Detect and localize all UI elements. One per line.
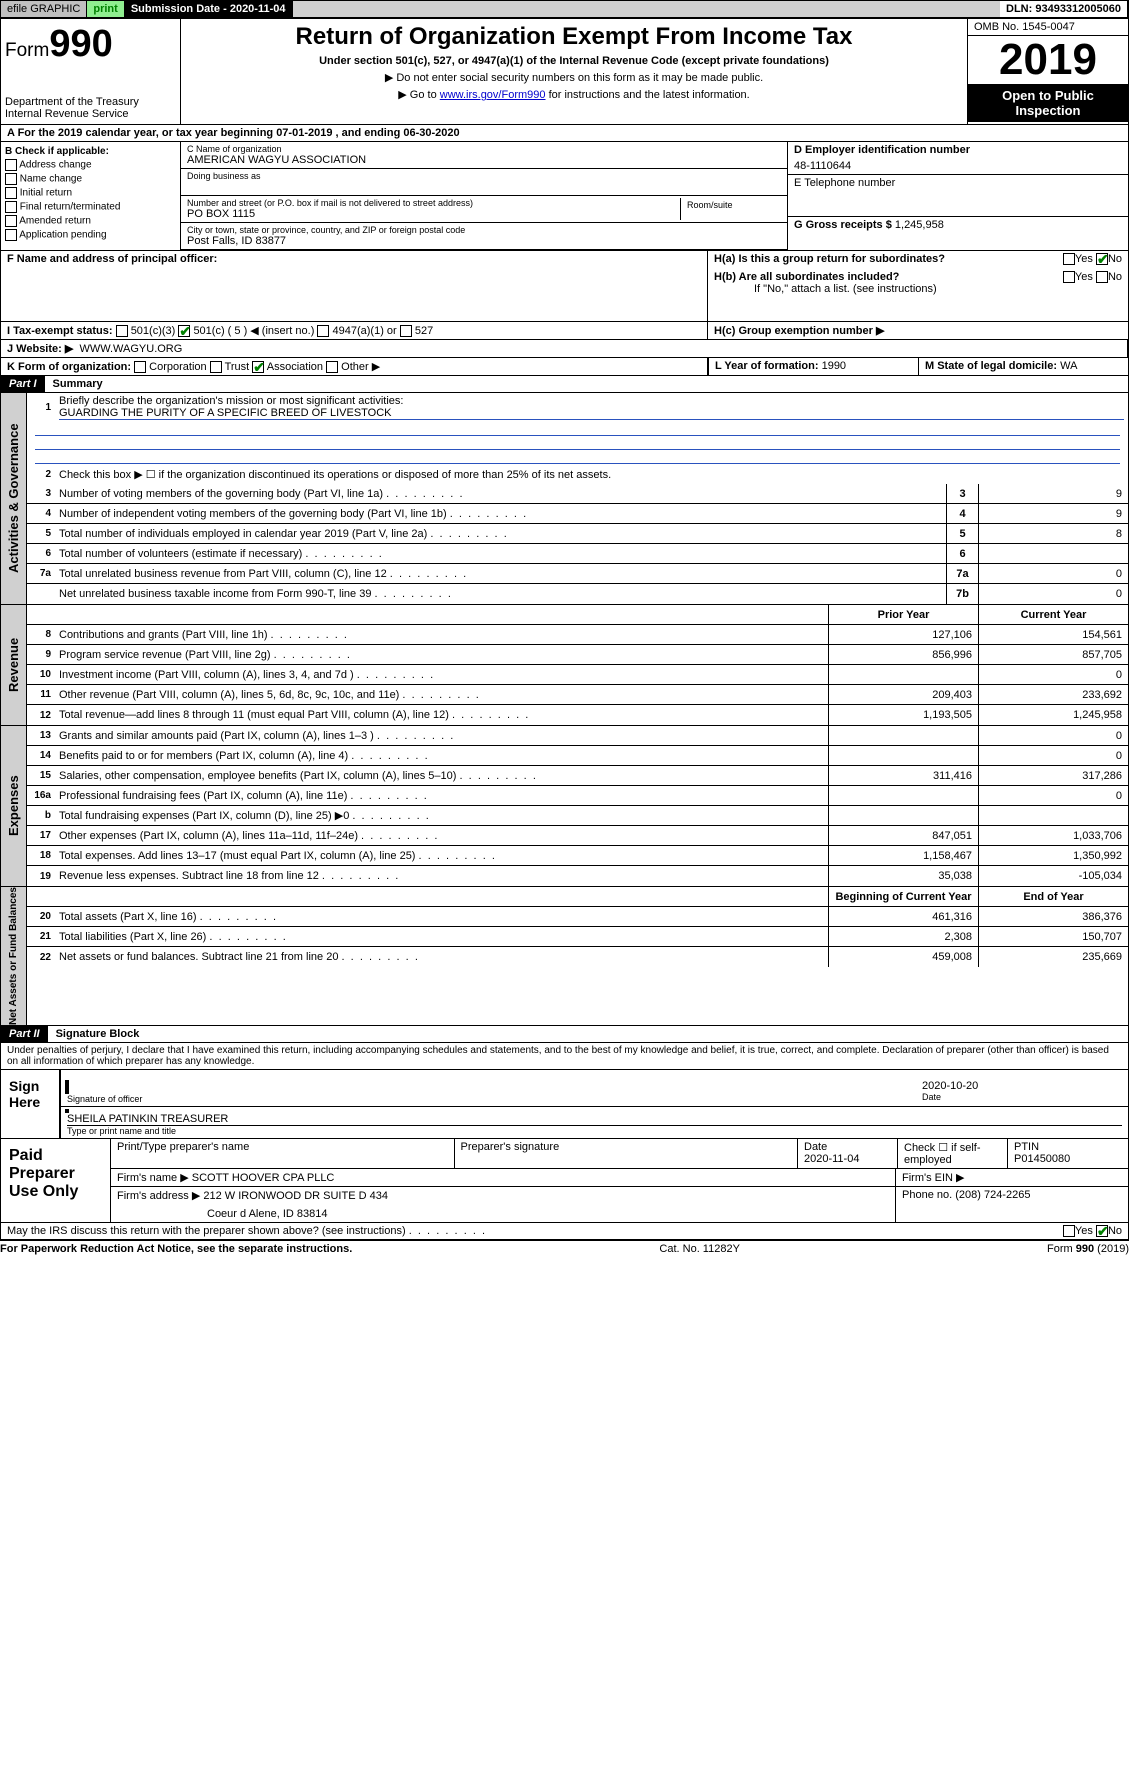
cat-number: Cat. No. 11282Y — [659, 1243, 740, 1255]
form-prefix: Form — [5, 40, 49, 61]
sign-here-label: Sign Here — [1, 1070, 61, 1138]
table-row: 16aProfessional fundraising fees (Part I… — [27, 786, 1128, 806]
amended-return-checkbox[interactable] — [5, 215, 17, 227]
501c3-checkbox[interactable] — [116, 325, 128, 337]
state-domicile: WA — [1060, 360, 1077, 372]
table-row: bTotal fundraising expenses (Part IX, co… — [27, 806, 1128, 826]
netassets-label: Net Assets or Fund Balances — [1, 887, 27, 1025]
ssn-note: ▶ Do not enter social security numbers o… — [185, 71, 963, 84]
sub-no-checkbox[interactable] — [1096, 271, 1108, 283]
org-city: Post Falls, ID 83877 — [187, 235, 781, 247]
ein-value: 48-1110644 — [794, 160, 1122, 172]
table-row: 22Net assets or fund balances. Subtract … — [27, 947, 1128, 967]
table-row: 6Total number of volunteers (estimate if… — [27, 544, 1128, 564]
print-button[interactable]: print — [87, 1, 124, 17]
form-subtitle: Under section 501(c), 527, or 4947(a)(1)… — [185, 55, 963, 67]
firm-name: SCOTT HOOVER CPA PLLC — [192, 1172, 335, 1184]
table-row: 20Total assets (Part X, line 16)461,3163… — [27, 907, 1128, 927]
address-change-checkbox[interactable] — [5, 159, 17, 171]
efile-label: efile GRAPHIC — [1, 1, 87, 17]
table-row: 7aTotal unrelated business revenue from … — [27, 564, 1128, 584]
year-formation: 1990 — [822, 360, 846, 372]
firm-phone: (208) 724-2265 — [955, 1189, 1030, 1201]
section-a: B Check if applicable: Address change Na… — [0, 142, 1129, 251]
part2-title: Signature Block — [48, 1026, 148, 1042]
group-yes-checkbox[interactable] — [1063, 253, 1075, 265]
firm-addr1: 212 W IRONWOOD DR SUITE D 434 — [203, 1190, 388, 1202]
website-value: WWW.WAGYU.ORG — [79, 343, 182, 355]
form-footer: Form 990 (2019) — [1047, 1243, 1129, 1255]
form-title: Return of Organization Exempt From Incom… — [185, 23, 963, 51]
open-public-badge: Open to Public Inspection — [968, 84, 1128, 122]
paid-preparer-label: Paid Preparer Use Only — [1, 1139, 111, 1222]
part1-title: Summary — [45, 376, 111, 392]
prep-date: 2020-11-04 — [804, 1153, 891, 1165]
501c-checkbox[interactable] — [178, 325, 190, 337]
sub-yes-checkbox[interactable] — [1063, 271, 1075, 283]
officer-group-row: F Name and address of principal officer:… — [0, 251, 1129, 322]
omb-number: OMB No. 1545-0047 — [968, 19, 1128, 36]
trust-checkbox[interactable] — [210, 361, 222, 373]
table-row: 17Other expenses (Part IX, column (A), l… — [27, 826, 1128, 846]
org-name: AMERICAN WAGYU ASSOCIATION — [187, 154, 781, 166]
submission-date: Submission Date - 2020-11-04 — [125, 1, 293, 17]
table-row: 10Investment income (Part VIII, column (… — [27, 665, 1128, 685]
table-row: 9Program service revenue (Part VIII, lin… — [27, 645, 1128, 665]
table-row: 15Salaries, other compensation, employee… — [27, 766, 1128, 786]
ptin-value: P01450080 — [1014, 1153, 1122, 1165]
dept-irs: Internal Revenue Service — [5, 108, 176, 120]
discuss-text: May the IRS discuss this return with the… — [7, 1225, 1063, 1237]
table-row: 21Total liabilities (Part X, line 26)2,3… — [27, 927, 1128, 947]
group-no-checkbox[interactable] — [1096, 253, 1108, 265]
table-row: 13Grants and similar amounts paid (Part … — [27, 726, 1128, 746]
form-number: 990 — [49, 23, 112, 65]
revenue-label: Revenue — [1, 605, 27, 725]
gov-label: Activities & Governance — [1, 393, 27, 604]
name-change-checkbox[interactable] — [5, 173, 17, 185]
officer-name: SHEILA PATINKIN TREASURER — [67, 1113, 1122, 1126]
table-row: 8Contributions and grants (Part VIII, li… — [27, 625, 1128, 645]
527-checkbox[interactable] — [400, 325, 412, 337]
firm-addr2: Coeur d Alene, ID 83814 — [207, 1208, 889, 1220]
other-checkbox[interactable] — [326, 361, 338, 373]
table-row: 3Number of voting members of the governi… — [27, 484, 1128, 504]
table-row: 14Benefits paid to or for members (Part … — [27, 746, 1128, 766]
form-header: Form990 Department of the Treasury Inter… — [0, 18, 1129, 125]
dln-label: DLN: 93493312005060 — [1000, 1, 1128, 17]
app-pending-checkbox[interactable] — [5, 229, 17, 241]
mission-text: GUARDING THE PURITY OF A SPECIFIC BREED … — [59, 407, 1124, 420]
paperwork-notice: For Paperwork Reduction Act Notice, see … — [0, 1243, 352, 1255]
assoc-checkbox[interactable] — [252, 361, 264, 373]
table-row: 12Total revenue—add lines 8 through 11 (… — [27, 705, 1128, 725]
org-address: PO BOX 1115 — [187, 208, 680, 220]
table-row: Net unrelated business taxable income fr… — [27, 584, 1128, 604]
part1-header: Part I — [1, 376, 45, 392]
table-row: 4Number of independent voting members of… — [27, 504, 1128, 524]
table-row: 11Other revenue (Part VIII, column (A), … — [27, 685, 1128, 705]
expenses-label: Expenses — [1, 726, 27, 886]
part2-header: Part II — [1, 1026, 48, 1042]
final-return-checkbox[interactable] — [5, 201, 17, 213]
4947-checkbox[interactable] — [317, 325, 329, 337]
check-applicable: B Check if applicable: Address change Na… — [1, 142, 181, 250]
dept-treasury: Department of the Treasury — [5, 96, 176, 108]
discuss-yes-checkbox[interactable] — [1063, 1225, 1075, 1237]
tax-year: 2019 — [968, 36, 1128, 84]
perjury-text: Under penalties of perjury, I declare th… — [0, 1043, 1129, 1070]
corp-checkbox[interactable] — [134, 361, 146, 373]
table-row: 5Total number of individuals employed in… — [27, 524, 1128, 544]
initial-return-checkbox[interactable] — [5, 187, 17, 199]
top-bar: efile GRAPHIC print Submission Date - 20… — [0, 0, 1129, 18]
irs-link[interactable]: www.irs.gov/Form990 — [440, 89, 546, 101]
discuss-no-checkbox[interactable] — [1096, 1225, 1108, 1237]
table-row: 18Total expenses. Add lines 13–17 (must … — [27, 846, 1128, 866]
tax-year-range: A For the 2019 calendar year, or tax yea… — [0, 125, 1129, 142]
table-row: 19Revenue less expenses. Subtract line 1… — [27, 866, 1128, 886]
sign-date: 2020-10-20 — [922, 1080, 1122, 1092]
gross-receipts: 1,245,958 — [895, 219, 944, 231]
